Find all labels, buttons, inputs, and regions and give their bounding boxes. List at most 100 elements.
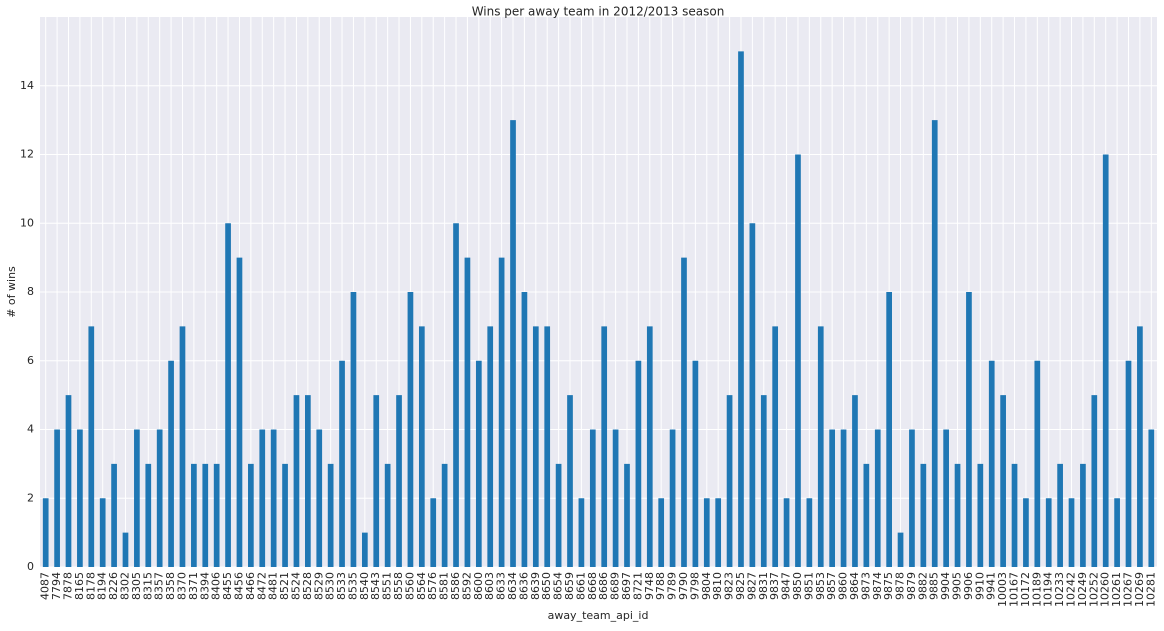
x-tick-label: 8358 [164,572,177,600]
bar [384,463,391,567]
x-tick-label: 9860 [837,572,850,600]
x-tick-label: 8535 [346,572,359,600]
bar [77,429,83,567]
bar [202,463,209,567]
bar [646,326,653,567]
bar [213,463,220,567]
bar [1125,360,1132,567]
bar [635,360,642,567]
x-tick-label: 9878 [894,572,907,600]
bar [874,429,881,567]
bar [920,463,927,567]
bar [1148,429,1155,567]
x-tick-label: 8634 [506,572,519,600]
x-tick-label: 9789 [666,572,679,600]
x-tick-label: 8686 [597,572,610,600]
x-tick-label: 9910 [973,572,986,600]
x-tick-label: 10003 [996,572,1009,607]
bar [316,429,323,567]
bar [225,223,231,567]
bar [1023,498,1029,567]
bar [65,395,72,567]
bar [156,429,163,567]
bar [498,257,505,567]
x-tick-label: 7794 [50,572,63,600]
bar [692,360,699,567]
x-tick-label: 8540 [358,572,371,600]
x-tick-label: 10261 [1110,572,1123,607]
y-tick-label: 4 [27,423,34,436]
x-tick-label: 8394 [198,572,211,600]
x-tick-label: 10189 [1030,572,1043,607]
x-tick-label: 8194 [96,572,109,600]
bar [1034,360,1041,567]
x-tick-label: 8357 [153,572,166,600]
x-tick-label: 8581 [438,572,451,600]
x-tick-label: 8564 [415,572,428,600]
x-tick-label: 10260 [1099,572,1112,607]
bar [544,326,551,567]
x-tick-label: 10233 [1053,572,1066,607]
bar [589,429,596,567]
bar [54,429,60,567]
x-tick-label: 8592 [460,572,473,600]
y-tick-label: 12 [20,148,34,161]
bar [555,463,562,567]
bar [418,326,425,567]
bar [179,326,186,567]
x-tick-label: 7878 [61,572,74,600]
x-tick-label: 4087 [39,572,52,600]
x-tick-label: 8668 [586,572,599,600]
x-tick-label: 8586 [449,572,462,600]
x-tick-label: 9873 [859,572,872,600]
bar [863,463,870,567]
bar [270,429,277,567]
x-tick-label: 8530 [324,572,337,600]
bar [1102,154,1109,567]
bar [852,395,858,567]
x-tick-label: 8560 [403,572,416,600]
x-tick-label: 8576 [426,572,439,600]
x-tick-label: 8600 [472,572,485,600]
x-tick-label: 8472 [255,572,268,600]
bar [988,360,995,567]
bar [817,326,824,567]
bar [1045,498,1052,567]
bar [954,463,961,567]
x-tick-label: 9748 [643,572,656,600]
x-tick-label: 8521 [278,572,291,600]
bar [350,292,357,567]
x-tick-label: 8636 [517,572,530,600]
bar [396,395,402,567]
bar [42,498,49,567]
x-tick-label: 8689 [609,572,622,600]
bar [293,395,300,567]
bar [373,395,380,567]
x-tick-label: 9837 [768,572,781,600]
x-tick-label: 8406 [210,572,223,600]
bar [168,360,174,567]
bar [783,498,790,567]
bar [475,360,482,567]
x-tick-label: 8466 [244,572,257,600]
x-tick-label: 10172 [1019,572,1032,607]
bar [1137,326,1143,567]
x-tick-label: 8305 [130,572,143,600]
bar [99,498,106,567]
x-tick-label: 8178 [84,572,97,600]
bar [806,498,813,567]
bar [191,463,197,567]
bar [681,257,687,567]
x-tick-label: 10267 [1122,572,1135,607]
x-tick-label: 9885 [928,572,941,600]
x-tick-label: 8481 [267,572,280,600]
bar [464,257,471,567]
bar [897,532,904,567]
bar [840,429,847,567]
bar [931,120,938,567]
bar [909,429,915,567]
bar [738,51,744,567]
bar [726,395,733,567]
bar [624,463,630,567]
bar [327,463,334,567]
